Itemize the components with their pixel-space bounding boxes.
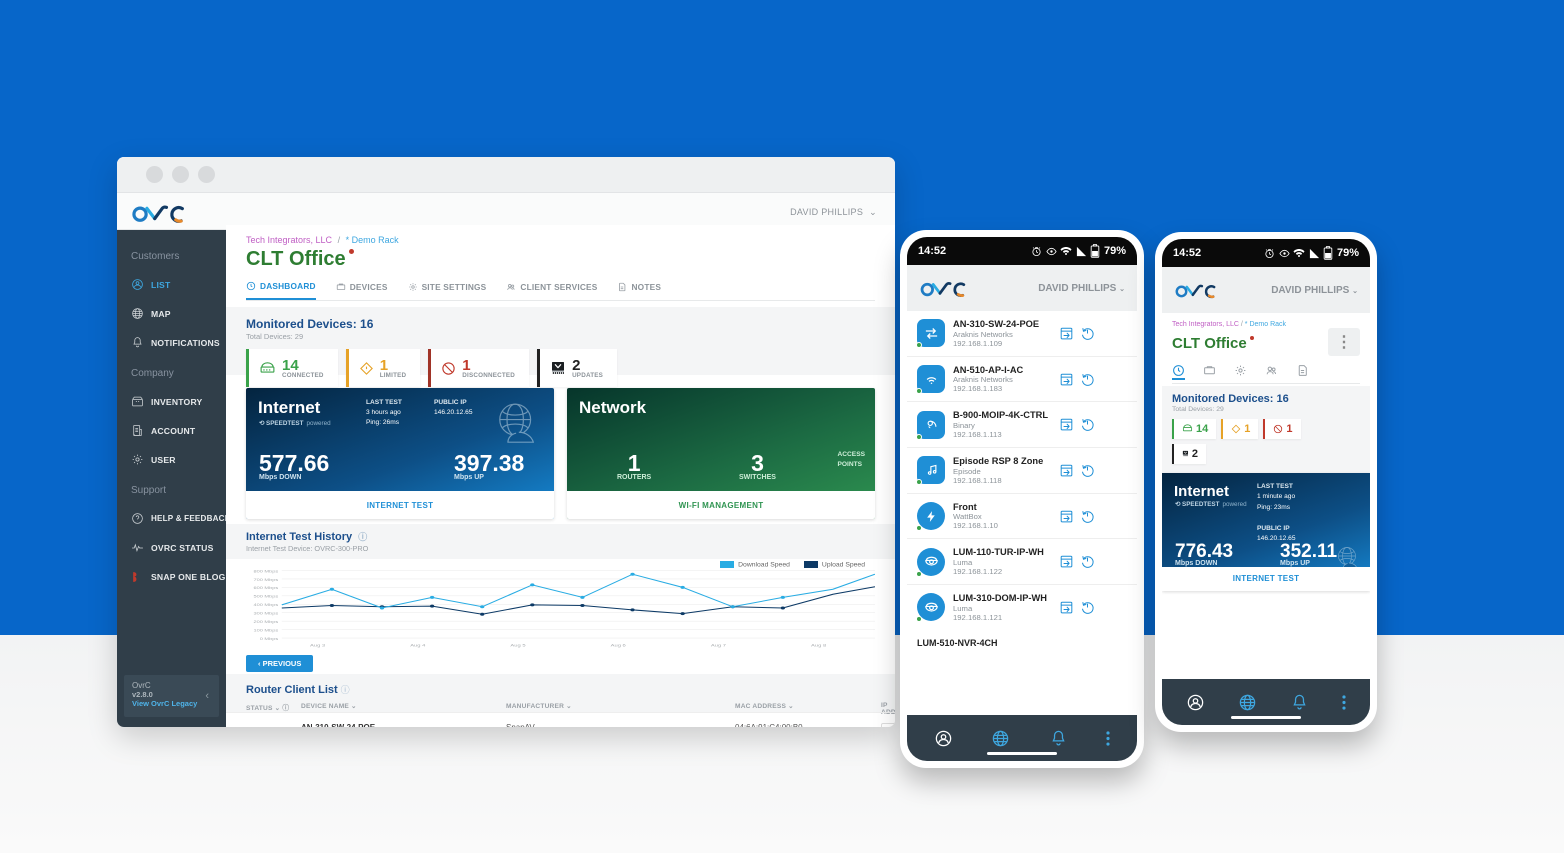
svg-text:Aug 8: Aug 8	[811, 644, 826, 648]
svg-text:Aug 4: Aug 4	[410, 644, 425, 648]
svg-text:800 Mbps: 800 Mbps	[253, 569, 278, 574]
svg-text:500 Mbps: 500 Mbps	[253, 595, 278, 600]
svg-text:0 Mbps: 0 Mbps	[260, 637, 279, 642]
svg-text:200 Mbps: 200 Mbps	[253, 620, 278, 625]
svg-text:Aug 5: Aug 5	[510, 644, 525, 648]
svg-text:Aug 7: Aug 7	[711, 644, 726, 648]
svg-text:700 Mbps: 700 Mbps	[253, 578, 278, 583]
svg-text:Aug 3: Aug 3	[310, 644, 325, 648]
svg-text:400 Mbps: 400 Mbps	[253, 603, 278, 608]
svg-text:600 Mbps: 600 Mbps	[253, 586, 278, 591]
svg-text:300 Mbps: 300 Mbps	[253, 612, 278, 617]
svg-text:100 Mbps: 100 Mbps	[253, 628, 278, 633]
svg-text:Aug 6: Aug 6	[611, 644, 626, 648]
